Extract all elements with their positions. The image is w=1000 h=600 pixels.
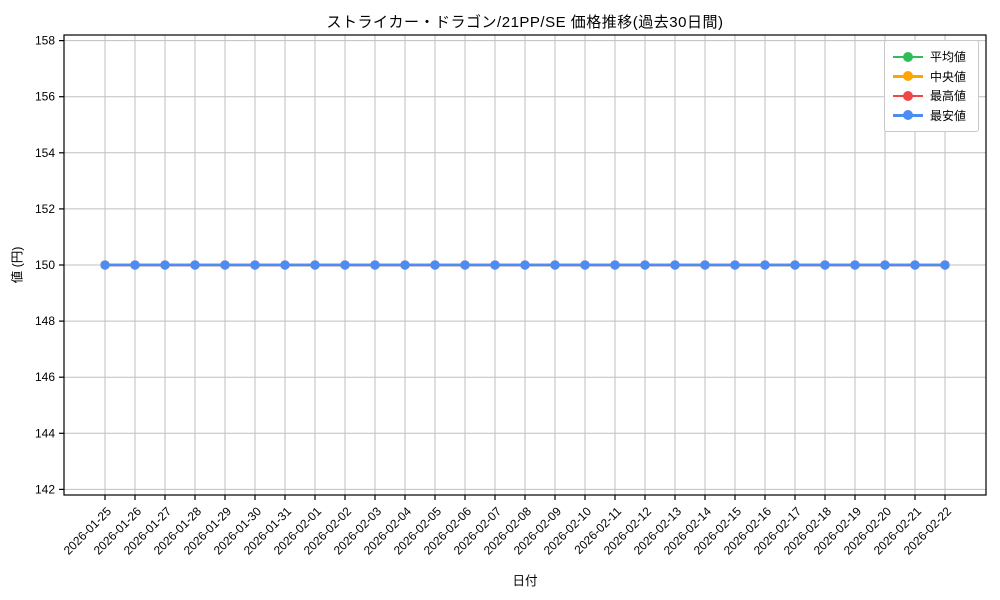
series-marker-最安値 xyxy=(850,260,860,270)
legend-label: 最高値 xyxy=(930,89,967,104)
y-tick-label: 146 xyxy=(35,370,55,384)
legend-item: 中央値 xyxy=(893,67,970,87)
legend-dot xyxy=(903,90,913,101)
series-marker-最安値 xyxy=(370,260,380,270)
legend: 平均値中央値最高値最安値 xyxy=(884,40,979,132)
legend-label: 中央値 xyxy=(930,69,967,84)
series-marker-最安値 xyxy=(220,260,230,270)
y-tick-label: 148 xyxy=(35,314,55,328)
series-marker-最安値 xyxy=(760,260,770,270)
series-marker-最安値 xyxy=(280,260,290,270)
legend-label: 最安値 xyxy=(930,108,967,123)
series-marker-最安値 xyxy=(910,260,920,270)
legend-item: 最高値 xyxy=(893,86,970,106)
series-marker-最安値 xyxy=(190,260,200,270)
y-tick-label: 150 xyxy=(35,258,55,272)
series-marker-最安値 xyxy=(310,260,320,270)
series-marker-最安値 xyxy=(610,260,620,270)
legend-marker-icon xyxy=(893,90,923,101)
series-marker-最安値 xyxy=(790,260,800,270)
series-marker-最安値 xyxy=(820,260,830,270)
series-marker-最安値 xyxy=(550,260,560,270)
series-marker-最安値 xyxy=(700,260,710,270)
series-marker-最安値 xyxy=(520,260,530,270)
x-axis-label: 日付 xyxy=(512,574,538,588)
legend-label: 平均値 xyxy=(930,50,967,65)
series-marker-最安値 xyxy=(430,260,440,270)
legend-marker-icon xyxy=(893,110,923,121)
series-marker-最安値 xyxy=(670,260,680,270)
series-marker-最安値 xyxy=(460,260,470,270)
series-marker-最安値 xyxy=(730,260,740,270)
legend-dot xyxy=(903,71,913,82)
chart-title: ストライカー・ドラゴン/21PP/SE 価格推移(過去30日間) xyxy=(326,14,724,31)
series-marker-最安値 xyxy=(160,260,170,270)
y-tick-label: 158 xyxy=(35,34,55,48)
y-tick-label: 154 xyxy=(35,146,55,160)
series-marker-最安値 xyxy=(640,260,650,270)
axes-frame xyxy=(63,34,987,496)
series-marker-最安値 xyxy=(250,260,260,270)
series-marker-最安値 xyxy=(340,260,350,270)
y-tick-label: 152 xyxy=(35,202,55,216)
legend-item: 最安値 xyxy=(893,106,970,126)
series-marker-最安値 xyxy=(490,260,500,270)
y-tick-label: 142 xyxy=(35,482,55,496)
legend-dot xyxy=(903,51,913,62)
series-marker-最安値 xyxy=(130,260,140,270)
series-marker-最安値 xyxy=(880,260,890,270)
y-tick-label: 144 xyxy=(35,426,55,440)
series-marker-最安値 xyxy=(580,260,590,270)
legend-dot xyxy=(903,110,913,121)
series-marker-最安値 xyxy=(400,260,410,270)
y-axis-label: 値 (円) xyxy=(10,246,25,284)
y-tick-label: 156 xyxy=(35,90,55,104)
legend-marker-icon xyxy=(893,51,923,62)
legend-marker-icon xyxy=(893,71,923,82)
series-marker-最安値 xyxy=(100,260,110,270)
series-marker-最安値 xyxy=(940,260,950,270)
legend-item: 平均値 xyxy=(893,47,970,67)
